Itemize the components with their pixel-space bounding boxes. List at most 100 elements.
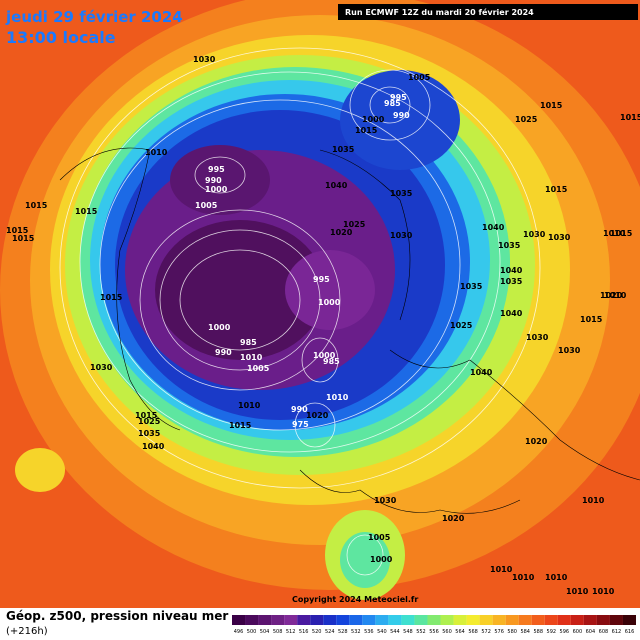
isobar-label: 1015 [610,229,633,238]
isobar-label: 1010 [545,573,568,582]
colorbar-label: 524 [325,629,335,635]
isobar-label: 1015 [135,411,158,420]
isobar-label: 1015 [355,126,378,135]
isobar-label: 1005 [408,73,431,82]
isobar-label: 1015 [580,315,603,324]
isobar-label: 1005 [368,533,391,542]
colorbar-swatch [596,615,610,625]
isobar-label: 1010 [592,587,615,596]
isobar-label: 1000 [208,323,231,332]
colorbar-swatch [453,615,467,625]
colorbar-label: 520 [312,629,322,635]
colorbar-swatch [531,615,545,625]
isobar-labels: 1030100599598599010001015102510109959901… [6,55,640,596]
colorbar-label: 544 [390,629,400,635]
run-label: Run ECMWF 12Z du mardi 20 février 2024 [345,7,534,17]
colorbar-label: 596 [560,629,570,635]
footer-title: Géop. z500, pression niveau mer [6,609,228,623]
coastlines [59,147,640,514]
isobar-label: 1000 [362,115,385,124]
isobar-label: 1020 [330,228,353,237]
isobar-label: 1000 [205,185,228,194]
isobar-label: 1040 [500,309,523,318]
isobar-label: 1035 [498,241,521,250]
colorbar-swatch [557,615,571,625]
isobar-label: 1010 [238,401,261,410]
colorbar-swatch [245,615,259,625]
colorbar-label: 548 [403,629,413,635]
colorbar-label: 496 [234,629,244,635]
colorbar-label: 504 [260,629,270,635]
isobar-label: 1030 [526,333,549,342]
isobar-label: 1035 [390,189,413,198]
isobar-label: 1020 [600,291,623,300]
isobar-label: 1040 [482,223,505,232]
colorbar-label: 572 [481,629,491,635]
colorbar-swatch [284,615,298,625]
colorbar-label: 536 [364,629,374,635]
isobar-label: 1030 [193,55,216,64]
isobar-label: 1010 [240,353,263,362]
isobar-label: 1025 [343,220,366,229]
copyright: Copyright 2024 Meteociel.fr [292,595,418,604]
colorbar-label: 600 [573,629,583,635]
colorbar-label: 540 [377,629,387,635]
isobar-label: 1030 [390,231,413,240]
colorbar-label: 508 [273,629,283,635]
isobar-label: 1000 [370,555,393,564]
colorbar-label: 532 [351,629,361,635]
colorbar-swatch [583,615,597,625]
colorbar-label: 556 [429,629,439,635]
isobar-label: 990 [393,111,410,120]
colorbar-label: 576 [494,629,504,635]
isobar-label: 1015 [75,207,98,216]
isobar-label: 1010 [566,587,589,596]
isobar-label: 1015 [6,226,29,235]
colorbar-label: 592 [547,629,557,635]
isobar-label: 1010 [512,573,535,582]
colorbar-label: 588 [533,629,543,635]
isobar-label: 1030 [548,233,571,242]
isobar-label: 975 [292,420,309,429]
isobar-label: 1020 [525,437,548,446]
isobar-label: 1040 [470,368,493,377]
isobar-label: 1015 [12,234,35,243]
isobar-label: 1025 [450,321,473,330]
isobar-label: 1015 [540,101,563,110]
colorbar-swatch [427,615,441,625]
colorbar-swatch [310,615,324,625]
isobar-label: 1010 [603,229,626,238]
colorbar-swatch [349,615,363,625]
isobar-label: 1040 [500,266,523,275]
isobar-label: 990 [215,348,232,357]
colorbar-swatch [492,615,506,625]
colorbar-swatch [518,615,532,625]
colorbar-label: 560 [442,629,452,635]
colorbar-label: 516 [299,629,309,635]
colorbar-swatch [375,615,389,625]
isobar-label: 1005 [195,201,218,210]
isobar-label: 985 [384,99,401,108]
colorbar: 496 500 504 508 512 516 520 524 528 532 536 540 544 5… [232,615,636,635]
isobar-label: 1000 [313,351,336,360]
isobar-label: 1015 [545,185,568,194]
colorbar-swatch [323,615,337,625]
isobar-label: 1005 [247,364,270,373]
isobar-label: 1015 [620,113,640,122]
colorbar-label: 604 [586,629,596,635]
run-box [338,4,638,20]
isobar-label: 1030 [558,346,581,355]
isobar-label: 1030 [523,230,546,239]
footer-lead: (+216h) [6,626,48,637]
isobar-label: 1010 [326,393,349,402]
isobar-label: 1020 [306,411,329,420]
colorbar-swatch [466,615,480,625]
isobar-label: 1010 [604,291,627,300]
isobar-label: 985 [323,357,340,366]
colorbar-swatch [297,615,311,625]
colorbar-label: 552 [416,629,426,635]
colorbar-swatch [401,615,415,625]
isobar-label: 1015 [100,293,123,302]
colorbar-label: 616 [625,629,635,635]
